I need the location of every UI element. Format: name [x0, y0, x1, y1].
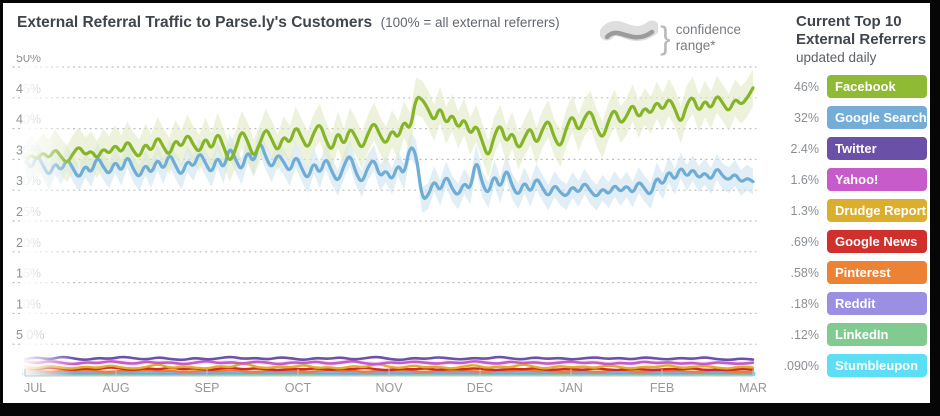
referrer-badge-reddit[interactable]: Reddit — [827, 292, 927, 315]
svg-text:FEB: FEB — [650, 381, 674, 395]
sidebar-title-line2: External Referrers — [796, 31, 927, 48]
referrer-row-reddit: .18% Reddit — [775, 292, 927, 315]
referrer-pct: 1.6% — [790, 172, 820, 187]
chart-title: External Referral Traffic to Parse.ly's … — [17, 14, 560, 32]
referrer-row-linkedin: .12% LinkedIn — [775, 323, 927, 346]
referrer-badge-drudge-report[interactable]: Drudge Report — [827, 199, 927, 222]
svg-text:50%: 50% — [16, 55, 41, 65]
referrer-pct: .69% — [790, 234, 820, 249]
referrer-row-google-search: 32% Google Search — [775, 106, 927, 129]
referrer-pct: .58% — [790, 265, 820, 280]
referrer-pct: .12% — [790, 327, 820, 342]
referrer-row-pinterest: .58% Pinterest — [775, 261, 927, 284]
svg-text:AUG: AUG — [102, 381, 129, 395]
referrer-pct: .090% — [783, 358, 819, 373]
confidence-legend-label: confidence range* — [675, 21, 741, 53]
referrer-badge-google-search[interactable]: Google Search — [827, 106, 927, 129]
referrer-pct: 2.4% — [790, 141, 820, 156]
referrer-badge-yahoo[interactable]: Yahoo! — [827, 168, 927, 191]
referrer-list: 46% Facebook 32% Google Search 2.4% Twitter 1.… — [775, 75, 927, 377]
top-referrers-sidebar: Current Top 10 External Referrers update… — [775, 13, 927, 385]
svg-text:MAR: MAR — [739, 381, 767, 395]
svg-text:JUL: JUL — [24, 381, 46, 395]
referrer-badge-linkedin[interactable]: LinkedIn — [827, 323, 927, 346]
referrer-row-google-news: .69% Google News — [775, 230, 927, 253]
svg-text:NOV: NOV — [375, 381, 403, 395]
confidence-legend: } confidence range* — [599, 14, 741, 61]
referrer-badge-google-news[interactable]: Google News — [827, 230, 927, 253]
referrer-pct: 46% — [793, 79, 819, 94]
referrer-pct: .18% — [790, 296, 820, 311]
svg-text:OCT: OCT — [285, 381, 312, 395]
sidebar-subtitle: updated daily — [796, 50, 877, 65]
referrer-badge-pinterest[interactable]: Pinterest — [827, 261, 927, 284]
referrer-pct: 1.3% — [790, 203, 820, 218]
chart-title-text: External Referral Traffic to Parse.ly's … — [17, 14, 373, 31]
svg-text:DEC: DEC — [467, 381, 493, 395]
referrer-badge-stumbleupon[interactable]: Stumbleupon — [827, 354, 927, 377]
referrer-row-yahoo: 1.6% Yahoo! — [775, 168, 927, 191]
brace-glyph: } — [660, 19, 671, 56]
chart-subtitle-text: (100% = all external referrers) — [380, 15, 560, 30]
referrer-badge-twitter[interactable]: Twitter — [827, 137, 927, 160]
referrer-row-stumbleupon: .090% Stumbleupon — [775, 354, 927, 377]
confidence-band-icon — [599, 14, 660, 61]
svg-text:SEP: SEP — [194, 381, 219, 395]
sidebar-title-line1: Current Top 10 — [796, 13, 902, 30]
referrer-badge-facebook[interactable]: Facebook — [827, 75, 927, 98]
referrer-row-facebook: 46% Facebook — [775, 75, 927, 98]
referrer-row-twitter: 2.4% Twitter — [775, 137, 927, 160]
svg-text:JAN: JAN — [559, 381, 583, 395]
referrer-row-drudge-report: 1.3% Drudge Report — [775, 199, 927, 222]
referral-traffic-chart: 5.0%10%15%20%25%30%35%40%45%50%JULAUGSEP… — [3, 51, 773, 403]
report-panel: External Referral Traffic to Parse.ly's … — [3, 3, 930, 403]
referrer-pct: 32% — [793, 110, 819, 125]
